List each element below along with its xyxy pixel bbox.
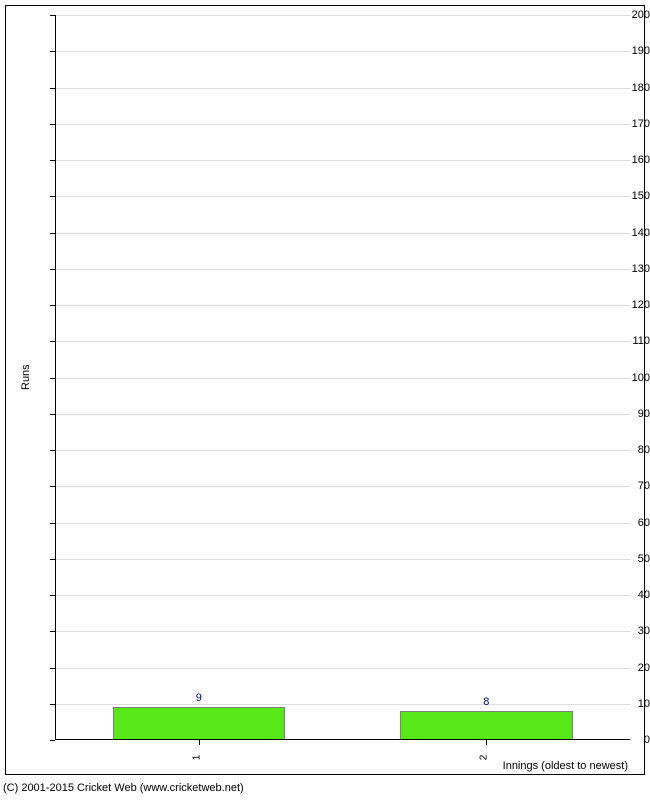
gridline — [55, 668, 630, 669]
y-tick-mark — [50, 341, 55, 342]
plot-area: 98 — [55, 15, 630, 740]
y-tick-mark — [50, 305, 55, 306]
y-tick-mark — [50, 15, 55, 16]
x-axis-label: Innings (oldest to newest) — [503, 760, 628, 772]
y-tick-mark — [50, 523, 55, 524]
y-tick-mark — [50, 88, 55, 89]
y-tick-mark — [50, 124, 55, 125]
gridline — [55, 378, 630, 379]
chart-frame: 0102030405060708090100110120130140150160… — [0, 0, 650, 800]
y-tick-mark — [50, 233, 55, 234]
gridline — [55, 233, 630, 234]
gridline — [55, 595, 630, 596]
y-tick-mark — [50, 595, 55, 596]
gridline — [55, 160, 630, 161]
gridline — [55, 124, 630, 125]
x-tick-label: 2 — [479, 755, 490, 761]
y-tick-mark — [50, 160, 55, 161]
y-tick-mark — [50, 668, 55, 669]
gridline — [55, 486, 630, 487]
y-tick-mark — [50, 196, 55, 197]
y-tick-mark — [50, 631, 55, 632]
gridline — [55, 15, 630, 16]
y-tick-mark — [50, 450, 55, 451]
y-tick-mark — [50, 414, 55, 415]
gridline — [55, 305, 630, 306]
x-tick-mark — [486, 740, 487, 745]
gridline — [55, 196, 630, 197]
gridline — [55, 51, 630, 52]
bar — [113, 707, 286, 740]
y-tick-mark — [50, 378, 55, 379]
y-axis-label: Runs — [20, 364, 32, 390]
gridline — [55, 269, 630, 270]
x-tick-label: 1 — [191, 755, 202, 761]
gridline — [55, 414, 630, 415]
y-tick-mark — [50, 704, 55, 705]
bar-value-label: 9 — [196, 692, 202, 704]
y-tick-mark — [50, 51, 55, 52]
gridline — [55, 523, 630, 524]
x-axis-line — [55, 739, 630, 740]
gridline — [55, 450, 630, 451]
y-tick-mark — [50, 269, 55, 270]
gridline — [55, 631, 630, 632]
copyright-text: (C) 2001-2015 Cricket Web (www.cricketwe… — [3, 782, 244, 794]
gridline — [55, 559, 630, 560]
gridline — [55, 341, 630, 342]
y-tick-mark — [50, 486, 55, 487]
y-tick-mark — [50, 559, 55, 560]
bar-value-label: 8 — [483, 696, 489, 708]
gridline — [55, 704, 630, 705]
y-tick-mark — [50, 740, 55, 741]
y-axis-line — [55, 15, 56, 740]
x-tick-mark — [199, 740, 200, 745]
gridline — [55, 88, 630, 89]
bar — [400, 711, 573, 740]
